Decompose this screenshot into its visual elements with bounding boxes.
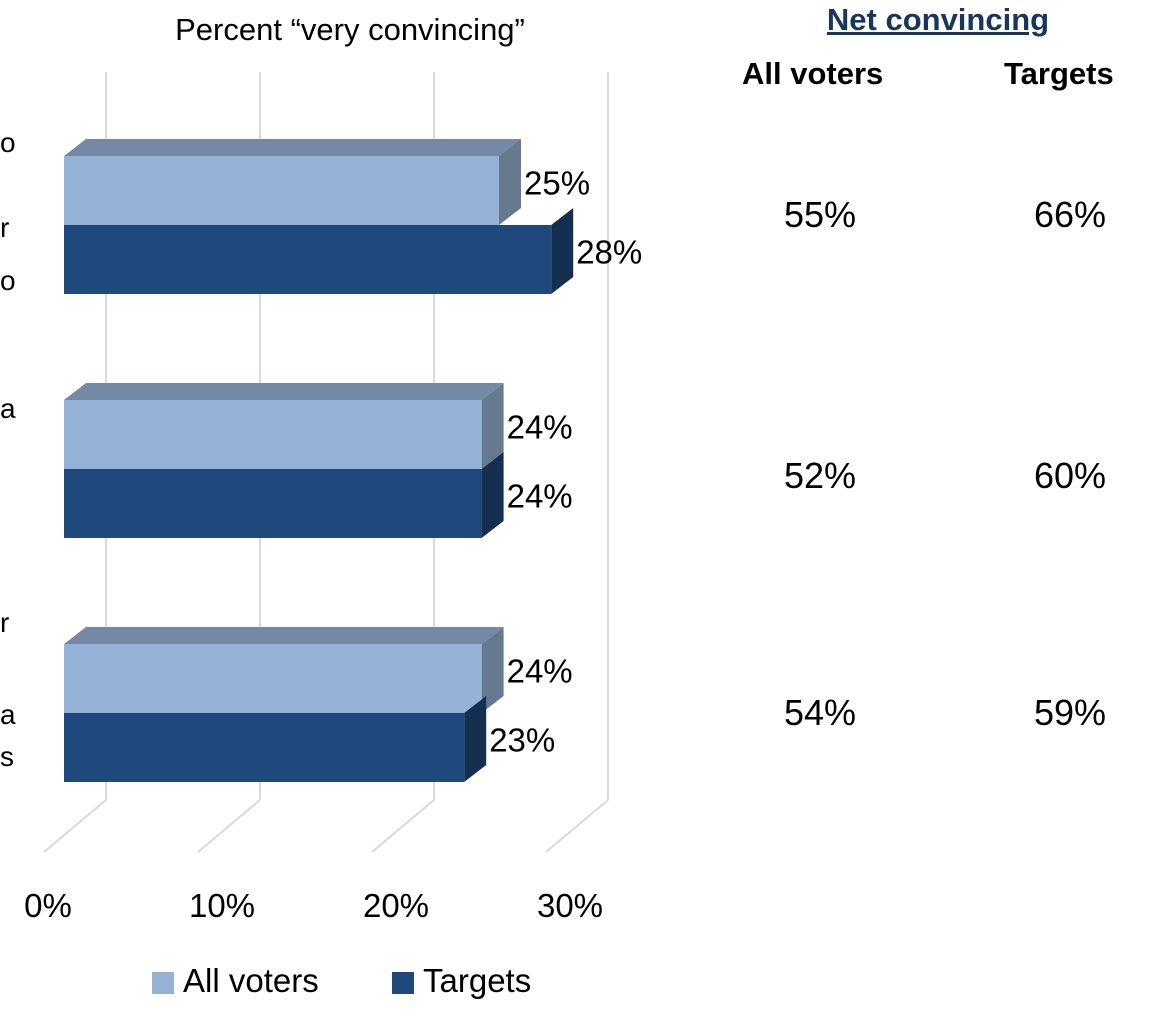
net-all-voters-row-2: 52% bbox=[783, 455, 857, 496]
x-tick-label-30: 30% bbox=[537, 887, 603, 924]
data-label-targets-2: 24% bbox=[507, 478, 573, 515]
bar-top-all-voters-2 bbox=[64, 383, 504, 400]
bar-side-targets-3 bbox=[464, 696, 487, 782]
net-targets-row-1: 66% bbox=[1033, 194, 1107, 235]
data-label-targets-3: 23% bbox=[489, 722, 555, 759]
category-label-fragment-3-1: r bbox=[0, 607, 9, 638]
x-tick-label-10: 10% bbox=[189, 887, 255, 924]
net-convincing-title: Net convincing bbox=[826, 2, 1050, 37]
category-label-fragment-3-3: s bbox=[0, 741, 14, 772]
net-col-all-voters: All voters bbox=[742, 56, 884, 91]
bar-side-all-voters-2 bbox=[481, 383, 504, 469]
bar-targets-2 bbox=[64, 469, 482, 538]
category-label-fragment-1-2: r bbox=[0, 212, 9, 243]
x-tick-label-20: 20% bbox=[363, 887, 429, 924]
legend-label-all-voters: All voters bbox=[183, 962, 319, 999]
bar-targets-1 bbox=[64, 225, 552, 294]
legend-swatch-all-voters bbox=[152, 972, 174, 994]
category-label-fragment-3-2: a bbox=[0, 699, 16, 730]
floor-gridline-30 bbox=[545, 799, 609, 853]
data-label-targets-1: 28% bbox=[576, 234, 642, 271]
bar-side-all-voters-1 bbox=[499, 139, 521, 225]
x-tick-label-0: 0% bbox=[24, 887, 72, 924]
floor-gridline-0 bbox=[43, 799, 107, 853]
bar-all-voters-3 bbox=[64, 644, 482, 713]
category-label-fragment-1-3: o bbox=[0, 265, 16, 296]
bar-chart: Percent “very convincing”0% 10% 20% 30%oroa… bbox=[0, 12, 642, 999]
bar-top-all-voters-1 bbox=[64, 139, 521, 156]
bar-top-all-voters-3 bbox=[64, 627, 504, 644]
category-label-fragment-1-1: o bbox=[0, 127, 16, 158]
legend-swatch-targets bbox=[392, 972, 414, 994]
bar-side-targets-1 bbox=[551, 208, 574, 294]
legend-label-targets: Targets bbox=[423, 962, 531, 999]
floor-gridline-20 bbox=[371, 799, 435, 853]
data-label-all-voters-3: 24% bbox=[507, 653, 573, 690]
floor-gridline-10 bbox=[197, 799, 261, 853]
data-label-all-voters-1: 25% bbox=[524, 165, 590, 202]
net-targets-row-3: 59% bbox=[1033, 692, 1107, 733]
category-label-fragment-2-1: a bbox=[0, 393, 16, 424]
net-all-voters-row-3: 54% bbox=[783, 692, 857, 733]
chart-title: Percent “very convincing” bbox=[175, 12, 525, 47]
bar-side-targets-2 bbox=[481, 452, 504, 538]
data-label-all-voters-2: 24% bbox=[507, 409, 573, 446]
bar-side-all-voters-3 bbox=[481, 627, 504, 713]
bar-targets-3 bbox=[64, 713, 465, 782]
net-col-targets: Targets bbox=[1004, 56, 1114, 91]
bar-all-voters-1 bbox=[64, 156, 499, 225]
net-all-voters-row-1: 55% bbox=[783, 194, 857, 235]
bar-all-voters-2 bbox=[64, 400, 482, 469]
net-targets-row-2: 60% bbox=[1033, 455, 1107, 496]
